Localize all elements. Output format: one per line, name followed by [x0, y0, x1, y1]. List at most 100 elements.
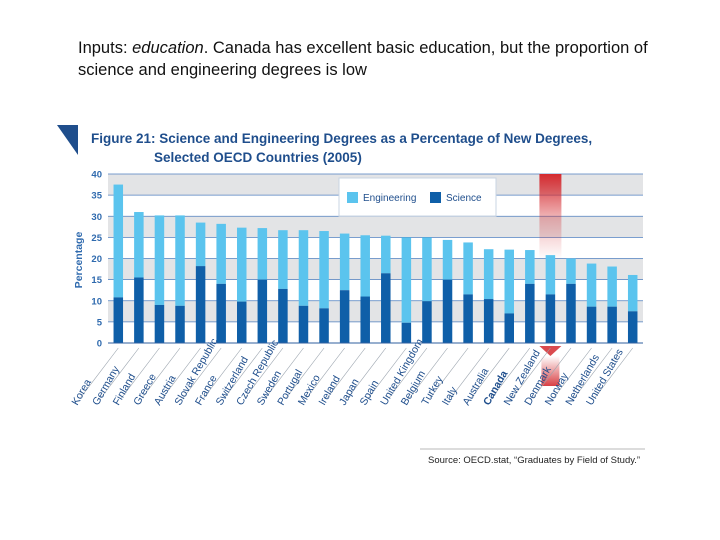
figure-title-line1: Figure 21: Science and Engineering Degre…	[91, 131, 592, 146]
category-leader	[368, 347, 407, 399]
legend-label-engineering: Engineering	[363, 193, 416, 204]
y-tick-label: 35	[91, 191, 102, 202]
bar-engineering	[298, 230, 309, 306]
bar-science	[195, 266, 206, 343]
category-leader	[80, 347, 119, 399]
bar-science	[237, 301, 247, 343]
category-leader	[141, 347, 181, 399]
bar-science	[566, 283, 576, 343]
bar-engineering	[175, 215, 185, 306]
heading-italic: education	[132, 39, 204, 57]
bar-science	[175, 305, 185, 343]
y-tick-label: 15	[91, 275, 102, 286]
category-leader	[409, 347, 448, 399]
bar-science	[607, 306, 617, 343]
legend: Engineering Science	[338, 177, 497, 217]
category-leader	[285, 347, 325, 399]
highlight-beam	[539, 174, 562, 260]
bar-engineering	[422, 237, 432, 302]
legend-box	[338, 177, 497, 217]
category-leader	[594, 347, 633, 399]
bar-science	[442, 279, 453, 343]
category-leader	[244, 347, 284, 399]
bar-science	[298, 305, 309, 343]
category-label: Italy	[440, 384, 460, 407]
category-leader	[347, 347, 387, 399]
highlight-pointer	[539, 346, 562, 356]
bar-science	[339, 290, 350, 343]
bar-engineering	[237, 227, 247, 302]
category-leader	[265, 347, 304, 399]
category-leader	[326, 347, 366, 399]
category-leader	[100, 347, 140, 399]
bar-science	[627, 311, 638, 343]
category-leader	[388, 347, 428, 399]
legend-swatch-science	[430, 192, 441, 203]
bar-science	[381, 273, 391, 343]
category-leader	[573, 347, 613, 399]
bar-engineering	[257, 228, 268, 280]
bar-engineering	[339, 233, 350, 291]
bar-science	[113, 297, 124, 343]
y-tick-label: 10	[91, 296, 102, 307]
bar-engineering	[627, 274, 638, 312]
highlight-glow	[541, 356, 560, 386]
category-leader	[491, 347, 531, 399]
bar-science	[422, 301, 432, 343]
y-tick-label: 25	[91, 233, 102, 244]
source-note: Source: OECD.stat, “Graduates by Field o…	[428, 455, 640, 466]
bar-science	[483, 299, 494, 343]
category-leader	[306, 347, 345, 399]
bar-science	[134, 277, 144, 343]
bar-engineering	[586, 263, 597, 307]
category-leader	[182, 347, 222, 399]
category-label: Korea	[69, 377, 93, 407]
category-leader	[532, 347, 572, 399]
figure-title-line2: Selected OECD Countries (2005)	[154, 150, 362, 165]
y-axis-label: Percentage	[73, 232, 85, 289]
bar-engineering	[134, 212, 144, 278]
y-tick-label: 5	[97, 317, 103, 328]
bar-engineering	[278, 230, 288, 289]
category-leader	[471, 347, 510, 399]
bar-engineering	[360, 235, 370, 297]
category-leader	[121, 347, 160, 399]
bar-science	[257, 279, 268, 343]
bar-engineering	[113, 184, 124, 298]
bar-science	[463, 294, 473, 343]
bar-science	[216, 283, 226, 343]
bar-science	[360, 296, 370, 343]
bar-engineering	[195, 222, 206, 267]
legend-label-science: Science	[446, 193, 482, 204]
bar-engineering	[154, 215, 165, 305]
legend-swatch-engineering	[347, 192, 358, 203]
figure-corner-mark	[57, 125, 78, 155]
bar-engineering	[525, 250, 535, 284]
bar-engineering	[442, 239, 453, 280]
grid-band	[108, 300, 643, 322]
heading-prefix: Inputs:	[78, 39, 133, 57]
bar-science	[525, 283, 535, 343]
bar-engineering	[381, 235, 391, 274]
category-leader	[162, 347, 201, 399]
grid-band	[108, 258, 643, 280]
bar-science	[278, 288, 288, 343]
category-leader	[553, 347, 592, 399]
heading-rest: . Canada has excellent basic education, …	[78, 39, 648, 79]
bar-engineering	[216, 223, 226, 284]
bar-engineering	[463, 242, 473, 295]
bar-engineering	[545, 255, 556, 295]
slide-heading: Inputs: education. Canada has excellent …	[78, 37, 698, 81]
y-tick-label: 30	[91, 212, 102, 223]
y-tick-label: 0	[97, 339, 102, 350]
category-leader	[429, 347, 469, 399]
bar-engineering	[607, 266, 617, 307]
category-leader	[224, 347, 263, 399]
bar-engineering	[401, 237, 412, 323]
bar-science	[504, 313, 514, 343]
bar-engineering	[319, 231, 329, 309]
category-leader	[203, 347, 242, 399]
y-tick-label: 20	[91, 254, 102, 265]
bar-engineering	[566, 258, 576, 284]
